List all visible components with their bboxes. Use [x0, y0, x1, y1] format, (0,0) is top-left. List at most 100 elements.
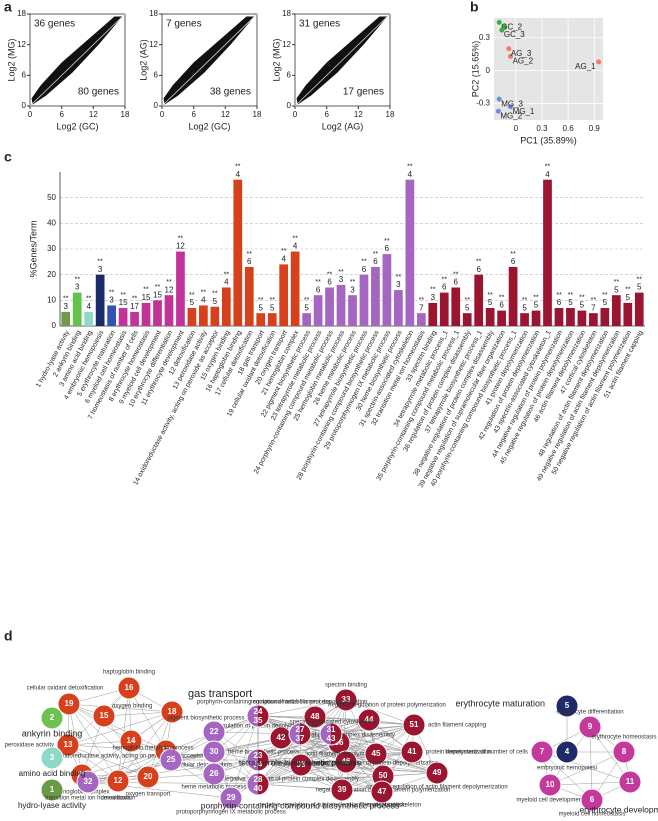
node-label: detoxification [100, 796, 135, 802]
node [219, 786, 243, 810]
node-id: 34 [254, 760, 263, 769]
node-label: negative regulation of protein polymeriz… [328, 703, 446, 709]
y-tick-label: 50 [47, 193, 56, 202]
gene-count: 4 [86, 302, 91, 311]
bar [221, 287, 231, 326]
significance: ** [384, 238, 390, 245]
bar [176, 251, 185, 326]
diagonal [294, 13, 391, 107]
node-id: 45 [372, 749, 381, 758]
significance: ** [109, 289, 115, 296]
point-label: GC_2 [501, 22, 522, 31]
gene-count: 4 [545, 170, 550, 179]
gene-count: 12 [176, 242, 185, 251]
significance: ** [637, 276, 643, 283]
node-id: 32 [84, 777, 93, 786]
node-label: spectrin-associated cytoskeleton [290, 720, 377, 726]
edge [257, 724, 415, 785]
gene-count: 17 [130, 302, 139, 311]
node [538, 773, 562, 797]
significance: ** [224, 271, 230, 278]
y-axis-label: Log2 (MG) [6, 38, 16, 81]
node [320, 723, 331, 745]
edge [345, 699, 415, 726]
significance: ** [63, 296, 69, 303]
x-tick-label: 6 [324, 110, 329, 119]
bar [187, 308, 197, 326]
node-id: 25 [167, 755, 176, 764]
significance: ** [464, 297, 470, 304]
significance: ** [269, 297, 275, 304]
edge [257, 759, 383, 793]
node-label: embryonic hemopoiesi [537, 766, 597, 772]
gene-count: 15 [142, 293, 151, 302]
y-tick-label: 0 [287, 101, 292, 110]
node-outline [319, 722, 343, 746]
y-tick-label: 20 [47, 270, 56, 279]
gene-count: 5 [488, 298, 493, 307]
node [247, 749, 258, 771]
gene-count: 6 [327, 278, 332, 287]
bar [256, 313, 266, 326]
node [530, 740, 554, 764]
y-tick-label: 18 [149, 9, 158, 18]
significance: ** [338, 269, 344, 276]
edge [230, 715, 259, 799]
node-id: 6 [590, 795, 595, 804]
bar [634, 292, 644, 326]
bar [107, 305, 116, 326]
gene-count: 4 [293, 242, 298, 251]
node-id: 20 [144, 772, 153, 781]
point [508, 53, 514, 59]
node-id: 46 [342, 757, 351, 766]
bar [141, 302, 151, 326]
gene-count: 6 [557, 298, 562, 307]
significance: ** [120, 292, 126, 299]
node-id: 1 [50, 785, 55, 794]
node-id: 12 [114, 776, 123, 785]
node [334, 750, 358, 774]
significance: ** [212, 291, 218, 298]
node-outline [246, 704, 270, 728]
y-tick-label: 0.3 [479, 33, 491, 42]
y-tick-label: 12 [282, 40, 291, 49]
significance: ** [407, 164, 413, 171]
significance: ** [373, 251, 379, 258]
bar [462, 313, 472, 326]
node-label: negative regulation of actin filament de… [366, 785, 507, 791]
node-label: myeloid cell development [516, 798, 584, 804]
node-id: 10 [546, 780, 555, 789]
gene-count: 4 [201, 296, 206, 305]
node-id: 26 [210, 769, 219, 778]
significance: ** [235, 164, 241, 171]
node [578, 715, 602, 739]
node [136, 765, 160, 789]
gene-count: 4 [236, 170, 241, 179]
bar [84, 311, 94, 326]
node-outline [246, 748, 270, 772]
x-tick-label: 0.3 [536, 124, 548, 133]
y-tick-label: 12 [17, 40, 26, 49]
y-tick-label: 30 [47, 244, 56, 253]
node [258, 705, 269, 727]
node-label: homeostasis of number of cells [445, 750, 528, 756]
node-id: 16 [125, 683, 134, 692]
bar [118, 308, 128, 326]
edge [549, 751, 625, 786]
gene-count: 3 [350, 285, 355, 294]
gene-count: 6 [511, 257, 516, 266]
y-tick-label: 18 [282, 9, 291, 18]
node [334, 688, 358, 712]
x-axis-label: PC1 (35.89%) [520, 135, 577, 145]
edge [299, 724, 415, 735]
bar [520, 313, 529, 326]
node-id: 35 [254, 716, 263, 725]
diagonal [29, 13, 126, 107]
x-tick-label: 12 [89, 110, 98, 119]
node-label: erythrocyte homeostasis [591, 735, 656, 741]
node-id: 33 [342, 695, 351, 704]
node [289, 723, 300, 745]
cluster-label: porphyrin-containing compound biosynthet… [201, 800, 399, 810]
significance: ** [579, 294, 585, 301]
edge [549, 781, 631, 786]
